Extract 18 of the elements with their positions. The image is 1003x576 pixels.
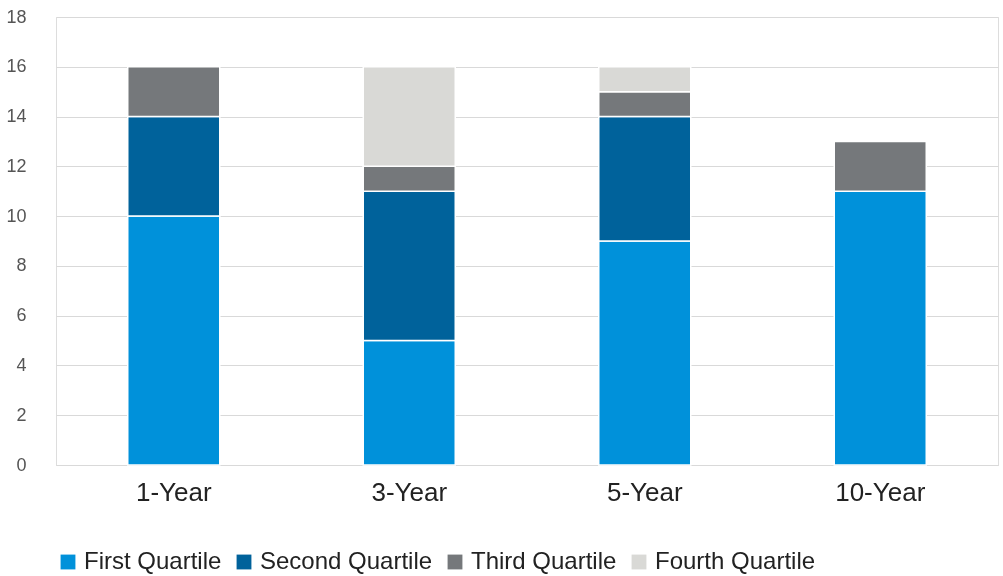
- y-tick-label: 18: [6, 6, 27, 27]
- y-tick-label: 10: [6, 205, 27, 226]
- y-tick-label: 0: [16, 454, 27, 475]
- legend-label: Second Quartile: [260, 547, 433, 574]
- legend-label: Fourth Quartile: [655, 547, 816, 574]
- x-tick-label: 1-Year: [135, 476, 212, 507]
- y-tick-label: 2: [16, 404, 27, 425]
- x-tick-label: 10-Year: [835, 476, 926, 507]
- x-tick-label: 5-Year: [606, 476, 683, 507]
- legend-label: Third Quartile: [471, 547, 617, 574]
- y-tick-label: 4: [16, 354, 27, 375]
- legend-label: First Quartile: [84, 547, 222, 574]
- y-tick-label: 6: [16, 305, 27, 326]
- y-tick-label: 8: [16, 255, 27, 276]
- x-tick-label: 3-Year: [371, 476, 448, 507]
- y-tick-label: 12: [6, 155, 27, 176]
- y-tick-label: 16: [6, 56, 27, 77]
- y-tick-label: 14: [6, 106, 27, 127]
